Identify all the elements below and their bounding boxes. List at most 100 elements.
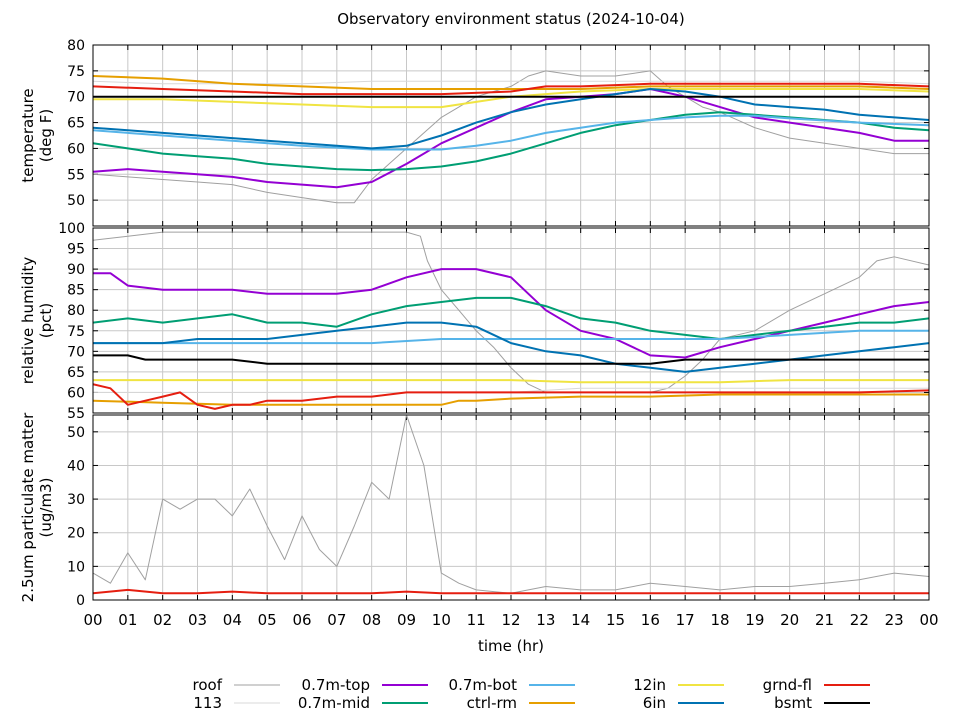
chart-panels: 50 55 60 65 70 75 80 temperature (deg F) 55 60 65 70…	[19, 38, 939, 629]
legend-label: 0.7m-mid	[298, 694, 370, 712]
legend-item-113: 113	[193, 694, 280, 712]
y-tick-label: 85	[67, 283, 85, 299]
series-line-ctrl-rm	[93, 75, 929, 90]
chart-title: Observatory environment status (2024-10-…	[337, 10, 685, 28]
legend-item-0.7m-top: 0.7m-top	[302, 676, 428, 694]
panel-2: 55 60 65 70 75 80 85 90 95 100 relative humidity (p…	[19, 221, 930, 422]
legend-label: grnd-fl	[763, 676, 812, 694]
series-line-roof	[93, 231, 929, 393]
series-group	[93, 231, 929, 410]
series-line-12in	[93, 379, 929, 384]
x-tick-label: 21	[815, 611, 834, 629]
legend-item-0.7m-mid: 0.7m-mid	[298, 694, 428, 712]
legend-label: 113	[193, 694, 222, 712]
series-group	[93, 70, 929, 204]
y-tick-label: 55	[67, 406, 85, 422]
series-line-0.7m-bot	[93, 329, 929, 345]
y-tick-label: 60	[67, 141, 85, 157]
y-tick-label: 80	[67, 38, 85, 54]
x-tick-label: 01	[118, 611, 137, 629]
x-tick-label: 13	[536, 611, 555, 629]
x-tick-label: 18	[710, 611, 729, 629]
y-tick-label: 75	[67, 324, 85, 340]
x-tick-label: 03	[188, 611, 207, 629]
x-tick-label: 09	[397, 611, 416, 629]
y-tick-label: 30	[67, 492, 85, 508]
series-line-0.7m-top	[93, 268, 929, 359]
y-tick-label: 0	[76, 593, 85, 609]
x-tick-label: 00	[919, 611, 938, 629]
y-tick-label: 20	[67, 526, 85, 542]
x-tick-label: 11	[467, 611, 486, 629]
x-tick-label: 17	[676, 611, 695, 629]
y-axis-label: (deg F)	[37, 109, 55, 162]
series-line-grnd-fl	[93, 82, 929, 96]
series-line-0.7m-bot	[93, 114, 929, 151]
series-line-0.7m-mid	[93, 296, 929, 340]
y-tick-label: 95	[67, 242, 85, 258]
x-tick-label: 14	[571, 611, 590, 629]
y-axis-label: temperature	[19, 88, 37, 182]
y-tick-label: 80	[67, 303, 85, 319]
series-line-ctrl-rm	[93, 393, 929, 406]
legend-label: 12in	[633, 676, 666, 694]
y-tick-label: 100	[58, 221, 85, 237]
x-tick-label: 02	[153, 611, 172, 629]
legend-item-bsmt: bsmt	[774, 694, 870, 712]
y-tick-label: 60	[67, 385, 85, 401]
series-line-grnd-fl	[93, 588, 929, 595]
legend-item-roof: roof	[193, 676, 280, 694]
x-tick-label: 23	[885, 611, 904, 629]
y-tick-label: 75	[67, 64, 85, 80]
x-tick-label: 05	[258, 611, 277, 629]
legend-item-6in: 6in	[643, 694, 724, 712]
y-tick-label: 90	[67, 262, 85, 278]
x-tick-label: 07	[327, 611, 346, 629]
x-tick-label: 16	[641, 611, 660, 629]
y-axis-label: (pct)	[37, 303, 55, 338]
y-tick-label: 55	[67, 167, 85, 183]
panel-frame	[92, 44, 930, 227]
x-tick-label: 06	[292, 611, 311, 629]
x-axis-label: time (hr)	[478, 637, 544, 655]
legend-label: 0.7m-bot	[449, 676, 518, 694]
legend-label: roof	[193, 676, 223, 694]
legend-label: 6in	[643, 694, 666, 712]
y-axis-label: relative humidity	[19, 257, 37, 385]
x-tick-label: 08	[362, 611, 381, 629]
panel-frame	[92, 227, 930, 414]
y-tick-label: 70	[67, 90, 85, 106]
legend-item-12in: 12in	[633, 676, 724, 694]
y-axis-label: 2.5um particulate matter	[19, 412, 37, 602]
y-tick-label: 65	[67, 365, 85, 381]
x-tick-label: 19	[745, 611, 764, 629]
x-tick-label: 10	[432, 611, 451, 629]
y-tick-label: 10	[67, 559, 85, 575]
legend-item-0.7m-bot: 0.7m-bot	[449, 676, 575, 694]
series-line-grnd-fl	[93, 383, 929, 410]
x-tick-label: 15	[606, 611, 625, 629]
series-line-6in	[93, 88, 929, 150]
legend-label: ctrl-rm	[467, 694, 517, 712]
y-axis-label: (ug/m3)	[37, 478, 55, 538]
x-tick-label: 00	[83, 611, 102, 629]
x-tick-label: 20	[780, 611, 799, 629]
y-tick-label: 40	[67, 458, 85, 474]
legend-item-ctrl-rm: ctrl-rm	[467, 694, 575, 712]
x-tick-label: 12	[501, 611, 520, 629]
y-tick-label: 65	[67, 116, 85, 132]
panel-1: 50 55 60 65 70 75 80 temperature (deg F)	[19, 38, 930, 227]
y-tick-label: 50	[67, 193, 85, 209]
series-line-roof	[93, 415, 929, 594]
x-tick-label: 04	[223, 611, 242, 629]
legend-label: bsmt	[774, 694, 812, 712]
legend-label: 0.7m-top	[302, 676, 370, 694]
panel-frame	[92, 414, 930, 601]
series-group	[93, 415, 929, 595]
y-tick-label: 50	[67, 425, 85, 441]
y-tick-label: 70	[67, 344, 85, 360]
x-tick-label: 22	[850, 611, 869, 629]
